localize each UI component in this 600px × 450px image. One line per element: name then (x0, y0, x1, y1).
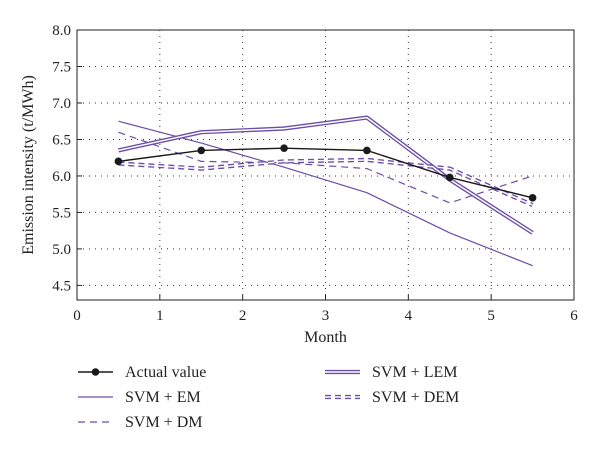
y-axis-ticks: 4.5 5.0 5.5 6.0 6.5 7.0 7.5 8.0 (52, 23, 82, 294)
series-1 (118, 120, 533, 267)
y-axis-title: Emission intensity (t/MWh) (20, 75, 37, 255)
series-0 (114, 144, 537, 202)
series-lines (114, 115, 537, 267)
y-tick-label: 6.5 (52, 132, 71, 148)
legend-item: Actual value (78, 364, 206, 381)
y-tick-label: 5.0 (52, 242, 71, 258)
y-tick-label: 5.5 (52, 205, 71, 221)
legend-item: SVM + DEM (325, 389, 459, 406)
legend-item: SVM + LEM (325, 364, 457, 381)
data-point (114, 157, 123, 166)
data-point (280, 144, 288, 153)
x-tick-label: 2 (239, 308, 247, 324)
series-3 (117, 115, 534, 235)
x-axis-title: Month (304, 329, 347, 346)
y-tick-label: 4.5 (52, 278, 71, 294)
legend-marker (91, 368, 100, 376)
legend-item: SVM + DM (78, 414, 202, 431)
x-axis-ticks: 0 1 2 3 4 5 6 (73, 295, 578, 324)
series-line (118, 131, 533, 204)
data-point (197, 146, 206, 155)
data-point (528, 194, 537, 202)
legend-label: SVM + DM (125, 414, 202, 431)
y-tick-label: 6.0 (52, 169, 71, 185)
legend-label: SVM + EM (125, 389, 201, 406)
y-tick-label: 7.0 (52, 96, 71, 112)
legend-label: Actual value (125, 364, 206, 381)
data-point (445, 173, 454, 182)
x-tick-label: 5 (487, 308, 495, 324)
y-tick-label: 7.5 (52, 59, 71, 75)
x-tick-label: 1 (156, 308, 164, 324)
series-line-inner (118, 116, 534, 234)
x-tick-label: 6 (570, 308, 578, 324)
x-tick-label: 0 (73, 308, 81, 324)
legend-label: SVM + DEM (372, 389, 459, 406)
y-tick-label: 8.0 (52, 23, 71, 39)
x-tick-label: 4 (405, 308, 413, 324)
legend-label: SVM + LEM (372, 364, 457, 381)
series-2 (118, 131, 533, 204)
series-line (118, 120, 533, 267)
legend-item: SVM + EM (78, 389, 201, 406)
series-line (118, 147, 533, 199)
data-point (363, 146, 371, 155)
x-tick-label: 3 (322, 308, 330, 324)
legend: Actual value SVM + EM SVM + DM SVM + LEM SVM… (78, 364, 459, 431)
